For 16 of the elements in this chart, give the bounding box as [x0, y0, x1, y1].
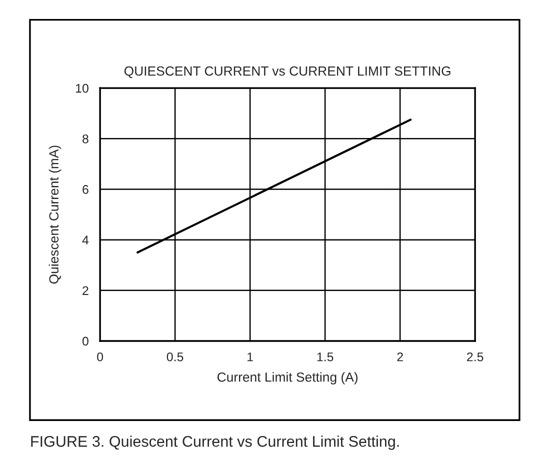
- x-axis-title: Current Limit Setting (A): [217, 372, 358, 384]
- x-tick-label: 0: [97, 352, 104, 362]
- y-tick-label: 10: [76, 84, 88, 93]
- x-tick-label: 1: [248, 352, 253, 362]
- y-axis-title: Quiescent Current (mA): [48, 146, 62, 284]
- y-tick-label: 8: [82, 134, 88, 144]
- y-tick-label: 0: [82, 336, 88, 346]
- x-tick-label: 0.5: [166, 352, 184, 362]
- x-tick-label: 1.5: [317, 352, 334, 362]
- caption: FIGURE 3. Quiescent Current vs Current Limit Setting.: [31, 436, 399, 450]
- x-tick-label: 2.5: [467, 352, 484, 362]
- y-tick-label: 2: [82, 286, 88, 295]
- x-tick-label: 2: [397, 352, 403, 362]
- y-tick-label: 6: [82, 185, 88, 194]
- y-tick-label: 4: [82, 236, 89, 244]
- chart-title: QUIESCENT CURRENT vs CURRENT LIMIT SETTING: [124, 66, 450, 78]
